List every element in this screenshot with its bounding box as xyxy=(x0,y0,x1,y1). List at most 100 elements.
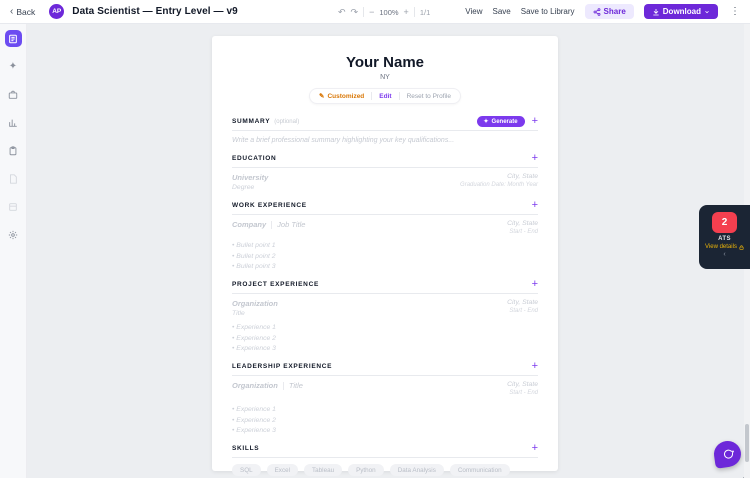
zoom-out-button[interactable]: − xyxy=(369,6,375,17)
leadership-bullet[interactable]: Experience 2 xyxy=(232,417,538,424)
redo-icon[interactable]: ↷ xyxy=(350,6,359,17)
scrollbar-thumb[interactable] xyxy=(745,424,749,462)
project-bullet[interactable]: Experience 1 xyxy=(232,324,538,331)
add-project-button[interactable] xyxy=(532,279,538,290)
divider xyxy=(282,381,284,390)
customized-toggle[interactable]: Customized xyxy=(319,92,364,100)
leadership-role[interactable]: Title xyxy=(288,381,303,390)
work-bullets: Bullet point 1 Bullet point 2 Bullet poi… xyxy=(232,242,538,270)
leadership-entry[interactable]: Organization Title City, State Start - E… xyxy=(232,381,538,396)
work-title: WORK EXPERIENCE xyxy=(232,202,307,209)
resume-name[interactable]: Your Name xyxy=(345,54,425,71)
zoom-page-controls: ↶ ↷ − 100% + 1/1 xyxy=(338,0,430,24)
undo-icon[interactable]: ↶ xyxy=(338,6,346,17)
work-company[interactable]: Company xyxy=(232,220,267,229)
chat-fab-button[interactable] xyxy=(712,439,743,469)
sidebar-item-jobs[interactable] xyxy=(5,86,22,103)
leadership-title: LEADERSHIP EXPERIENCE xyxy=(232,363,333,370)
project-location[interactable]: City, State xyxy=(507,299,538,306)
work-bullet[interactable]: Bullet point 3 xyxy=(232,263,538,270)
more-options-icon[interactable]: ⋮ xyxy=(730,6,740,17)
sidebar-item-ai-tools[interactable]: ✦ xyxy=(5,58,22,75)
project-entry[interactable]: Organization Title City, State Start - E… xyxy=(232,299,538,317)
view-button[interactable]: View xyxy=(465,7,483,16)
work-bullet[interactable]: Bullet point 2 xyxy=(232,253,538,260)
share-label: Share xyxy=(603,7,626,16)
back-chevron-icon: ‹ xyxy=(10,5,14,17)
summary-placeholder[interactable]: Write a brief professional summary highl… xyxy=(232,137,455,144)
skill-pill[interactable]: Tableau xyxy=(304,464,343,476)
resume-mode-toolbar: Customized Edit Reset to Profile xyxy=(308,88,461,104)
work-job-title[interactable]: Job Title xyxy=(277,220,306,229)
leadership-bullet[interactable]: Experience 3 xyxy=(232,427,538,434)
sidebar-item-tracker[interactable] xyxy=(5,142,22,159)
leadership-location[interactable]: City, State xyxy=(507,381,538,388)
skill-pill[interactable]: Excel xyxy=(266,464,299,476)
skill-pill[interactable]: Data Analysis xyxy=(389,464,444,476)
top-actions: View Save Save to Library Share Download xyxy=(465,4,750,19)
project-dates[interactable]: Start - End xyxy=(509,308,538,314)
section-summary: SUMMARY (optional) Generate Write a brie… xyxy=(232,116,538,144)
project-bullet[interactable]: Experience 2 xyxy=(232,335,538,342)
skills-list: SQL Excel Tableau Python Data Analysis C… xyxy=(232,464,538,476)
save-to-library-button[interactable]: Save to Library xyxy=(520,7,575,16)
sidebar-item-resume-builder[interactable] xyxy=(4,30,22,47)
sparkles-icon: ✦ xyxy=(8,60,18,72)
leadership-bullet[interactable]: Experience 1 xyxy=(232,406,538,413)
skills-title: SKILLS xyxy=(232,445,260,452)
ats-score-panel[interactable]: 2 ATS View details ‹ xyxy=(699,205,750,269)
education-title: EDUCATION xyxy=(232,155,277,162)
project-organization[interactable]: Organization xyxy=(232,299,278,308)
add-education-button[interactable] xyxy=(532,153,538,164)
summary-optional-tag: (optional) xyxy=(274,118,300,125)
add-work-button[interactable] xyxy=(532,200,538,211)
zoom-level: 100% xyxy=(379,7,399,17)
sidebar-item-documents[interactable] xyxy=(5,170,22,187)
education-date[interactable]: Graduation Date: Month Year xyxy=(460,182,538,188)
ats-score-badge: 2 xyxy=(712,212,737,233)
add-leadership-button[interactable] xyxy=(532,361,538,372)
zoom-in-button[interactable]: + xyxy=(403,6,409,17)
generate-label: Generate xyxy=(491,118,518,125)
leadership-dates[interactable]: Start - End xyxy=(509,390,538,396)
skill-pill[interactable]: Communication xyxy=(449,464,510,476)
chevron-down-icon xyxy=(705,10,709,13)
ats-view-details-link[interactable]: View details xyxy=(705,244,744,250)
resume-location[interactable]: NY xyxy=(380,74,390,81)
chat-bubble-icon xyxy=(723,449,734,459)
work-entry[interactable]: Company Job Title City, State Start - En… xyxy=(232,220,538,235)
edit-button[interactable]: Edit xyxy=(379,92,392,100)
sidebar-item-templates[interactable] xyxy=(5,198,22,215)
share-button[interactable]: Share xyxy=(584,4,634,19)
reset-to-profile-button[interactable]: Reset to Profile xyxy=(406,92,451,100)
templates-icon xyxy=(9,202,17,211)
work-dates[interactable]: Start - End xyxy=(509,229,538,235)
project-bullet[interactable]: Experience 3 xyxy=(232,345,538,352)
add-skills-button[interactable] xyxy=(532,443,538,454)
education-institution[interactable]: University xyxy=(232,173,269,182)
sidebar-item-analytics[interactable] xyxy=(5,114,22,131)
education-entry[interactable]: University Degree City, State Graduation… xyxy=(232,173,538,191)
sidebar-item-settings[interactable] xyxy=(5,226,22,243)
skill-pill[interactable]: Python xyxy=(348,464,384,476)
work-bullet[interactable]: Bullet point 1 xyxy=(232,242,538,249)
back-button[interactable]: ‹ Back xyxy=(10,5,36,17)
save-button[interactable]: Save xyxy=(492,7,511,16)
clipboard-icon xyxy=(9,145,17,155)
documents-icon xyxy=(10,173,17,184)
avatar[interactable]: AP xyxy=(49,4,65,19)
download-button[interactable]: Download xyxy=(643,4,718,19)
add-summary-button[interactable] xyxy=(532,116,538,127)
ats-collapse-chevron-icon[interactable]: ‹ xyxy=(723,251,726,258)
customized-label: Customized xyxy=(327,92,365,100)
section-project-experience: PROJECT EXPERIENCE Organization Title Ci… xyxy=(232,279,538,352)
skill-pill[interactable]: SQL xyxy=(232,464,261,476)
education-degree[interactable]: Degree xyxy=(232,184,255,191)
leadership-organization[interactable]: Organization xyxy=(232,381,278,390)
project-title: PROJECT EXPERIENCE xyxy=(232,281,320,288)
education-location[interactable]: City, State xyxy=(507,173,538,180)
generate-summary-button[interactable]: Generate xyxy=(476,116,525,127)
work-location[interactable]: City, State xyxy=(507,220,538,227)
project-role[interactable]: Title xyxy=(232,310,245,317)
back-label: Back xyxy=(16,6,36,17)
